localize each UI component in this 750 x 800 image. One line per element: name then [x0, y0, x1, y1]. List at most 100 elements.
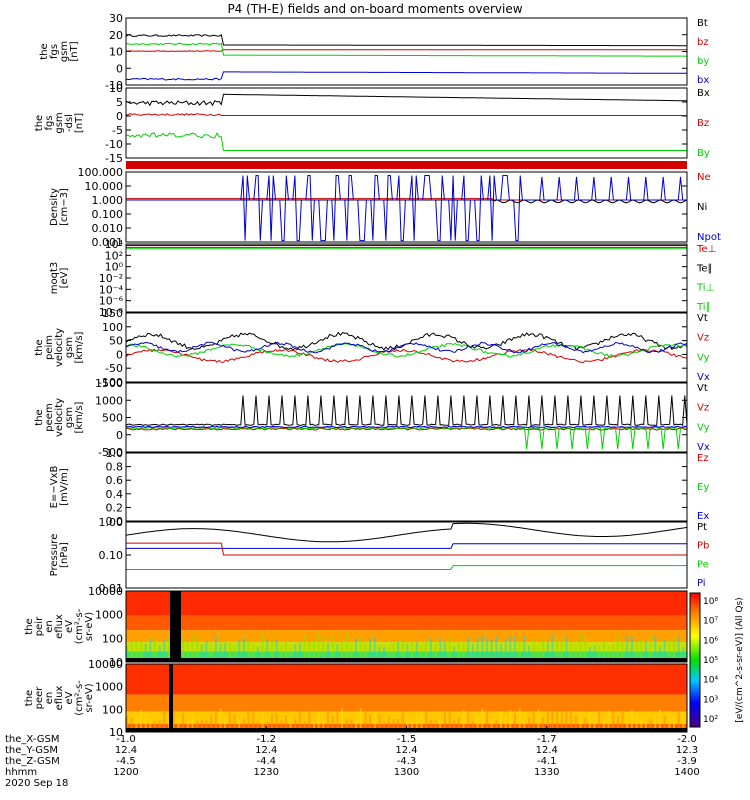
- spectrogram-texture: [336, 644, 339, 659]
- spectrogram-texture: [579, 633, 582, 659]
- y-axis-label: gsm: [59, 41, 70, 62]
- legend-bz: bz: [697, 37, 709, 48]
- y-axis-label: eV: [64, 620, 75, 633]
- spectrogram-texture: [462, 710, 465, 732]
- spectrogram-texture: [322, 718, 325, 732]
- spectrogram-texture: [359, 708, 362, 732]
- spectrogram-texture: [560, 712, 563, 732]
- y-axis-label: gsm: [64, 407, 75, 428]
- panel-frame: [125, 590, 688, 663]
- spectrogram-texture: [523, 636, 526, 659]
- spectrogram-texture: [518, 640, 521, 659]
- spectrogram-texture: [495, 719, 498, 732]
- spectrogram-texture: [341, 640, 344, 659]
- series-green: [125, 343, 688, 358]
- spectrogram-texture: [490, 718, 493, 732]
- spectrogram-texture: [490, 639, 493, 659]
- spectrogram-texture: [317, 633, 320, 659]
- y-tick-label: 50: [109, 335, 123, 348]
- spectrogram-texture: [242, 718, 245, 732]
- series-green: [125, 132, 687, 151]
- ephemeris-value: 12.4: [255, 745, 277, 756]
- spectrogram-texture: [140, 642, 143, 659]
- spectrogram-texture: [485, 637, 488, 659]
- spectrogram-texture: [275, 713, 278, 732]
- spectrogram-texture: [238, 640, 241, 659]
- spectrogram-texture: [485, 709, 488, 732]
- spectrogram-texture: [514, 713, 517, 732]
- spectrogram-texture: [228, 709, 231, 732]
- ephemeris-value: -4.1: [537, 756, 557, 767]
- panel-frame: [125, 17, 688, 86]
- y-axis-label: eflux: [54, 686, 65, 711]
- spectrogram-texture: [668, 639, 671, 659]
- spectrogram-texture: [579, 711, 582, 732]
- plot-title: P4 (TH-E) fields and on-board moments ov…: [227, 2, 522, 16]
- legend-Pi: Pi: [697, 578, 706, 589]
- spectrogram-texture: [471, 643, 474, 659]
- legend-Te∥: Te∥: [696, 263, 713, 274]
- y-axis-label: [km/s]: [74, 331, 85, 363]
- spectrogram-texture: [565, 636, 568, 659]
- spectrogram-texture: [149, 638, 152, 659]
- spectrogram-texture: [392, 718, 395, 732]
- legend-Bz: Bz: [697, 118, 709, 129]
- spectrogram-texture: [331, 635, 334, 659]
- spectrogram-texture: [219, 708, 222, 732]
- spectrogram-texture: [677, 636, 680, 659]
- spectrogram-texture: [607, 710, 610, 732]
- y-tick-label: 10000: [88, 658, 123, 671]
- y-tick-label: 0.2: [106, 501, 124, 514]
- spectrogram-texture: [411, 641, 414, 659]
- series-red: [126, 542, 687, 556]
- spectrogram-texture: [383, 721, 386, 732]
- spectrogram-texture: [397, 719, 400, 732]
- ephemeris-table: the_X-GSM -1.0 -1.2 -1.5 -1.7 -2.0 the_Y-GSM 12…: [5, 726, 700, 789]
- y-tick-label: 10: [109, 726, 123, 739]
- data-gap: [169, 664, 173, 732]
- y-axis-label: fgs: [44, 115, 55, 130]
- legend-Ti∥: Ti∥: [696, 302, 711, 313]
- y-axis-label: peir: [34, 616, 45, 636]
- spectrogram-texture: [270, 638, 273, 659]
- ephemeris-value: -4.4: [256, 756, 276, 767]
- series-red: [125, 427, 688, 431]
- panel-frame: [125, 312, 688, 383]
- spectrogram-texture: [266, 638, 269, 659]
- spectrogram-texture: [247, 711, 250, 732]
- spectrogram-texture: [186, 720, 189, 732]
- spectrogram-texture: [565, 710, 568, 732]
- spectrogram-texture: [308, 642, 311, 659]
- ephemeris-label: hhmm: [5, 767, 37, 778]
- ephemeris-value: -4.5: [116, 756, 136, 767]
- spectrogram-texture: [345, 719, 348, 732]
- spectrogram-texture: [546, 712, 549, 732]
- spectrogram-texture: [387, 717, 390, 732]
- spectrogram-texture: [200, 644, 203, 659]
- panel-pressure: 1.00 0.10 0.01 Pressure [nPa] Pt Pb Pe Pi: [49, 516, 709, 595]
- ephemeris-value: 12.4: [115, 745, 137, 756]
- spectrogram-texture: [130, 641, 133, 659]
- spectrogram-texture: [331, 715, 334, 732]
- series-red: [125, 348, 688, 364]
- spectrogram-texture: [158, 645, 161, 659]
- spectrogram-texture: [313, 721, 315, 732]
- y-axis-label: gsm: [64, 337, 75, 358]
- spectrogram-texture: [196, 720, 199, 732]
- spectrogram-texture: [378, 714, 381, 732]
- y-axis-label: [mV/m]: [59, 468, 70, 506]
- ephemeris-value: 1230: [254, 767, 279, 778]
- spectrogram-texture: [270, 713, 273, 732]
- y-tick-label: 1500: [95, 377, 123, 390]
- spectrogram-texture: [602, 718, 605, 732]
- spectrogram-band: [126, 615, 687, 631]
- spectrogram-texture: [626, 636, 629, 659]
- spectrogram-texture: [233, 714, 236, 732]
- panel-peem: 1500 1000 500 0 -500 the peem velocity gsm [km/s]…: [34, 377, 710, 459]
- series-blue: [125, 341, 688, 354]
- spectrogram-texture: [607, 646, 610, 659]
- spectrogram-texture: [626, 712, 629, 732]
- spectrogram-texture: [570, 709, 573, 732]
- panel-frame: [125, 243, 688, 313]
